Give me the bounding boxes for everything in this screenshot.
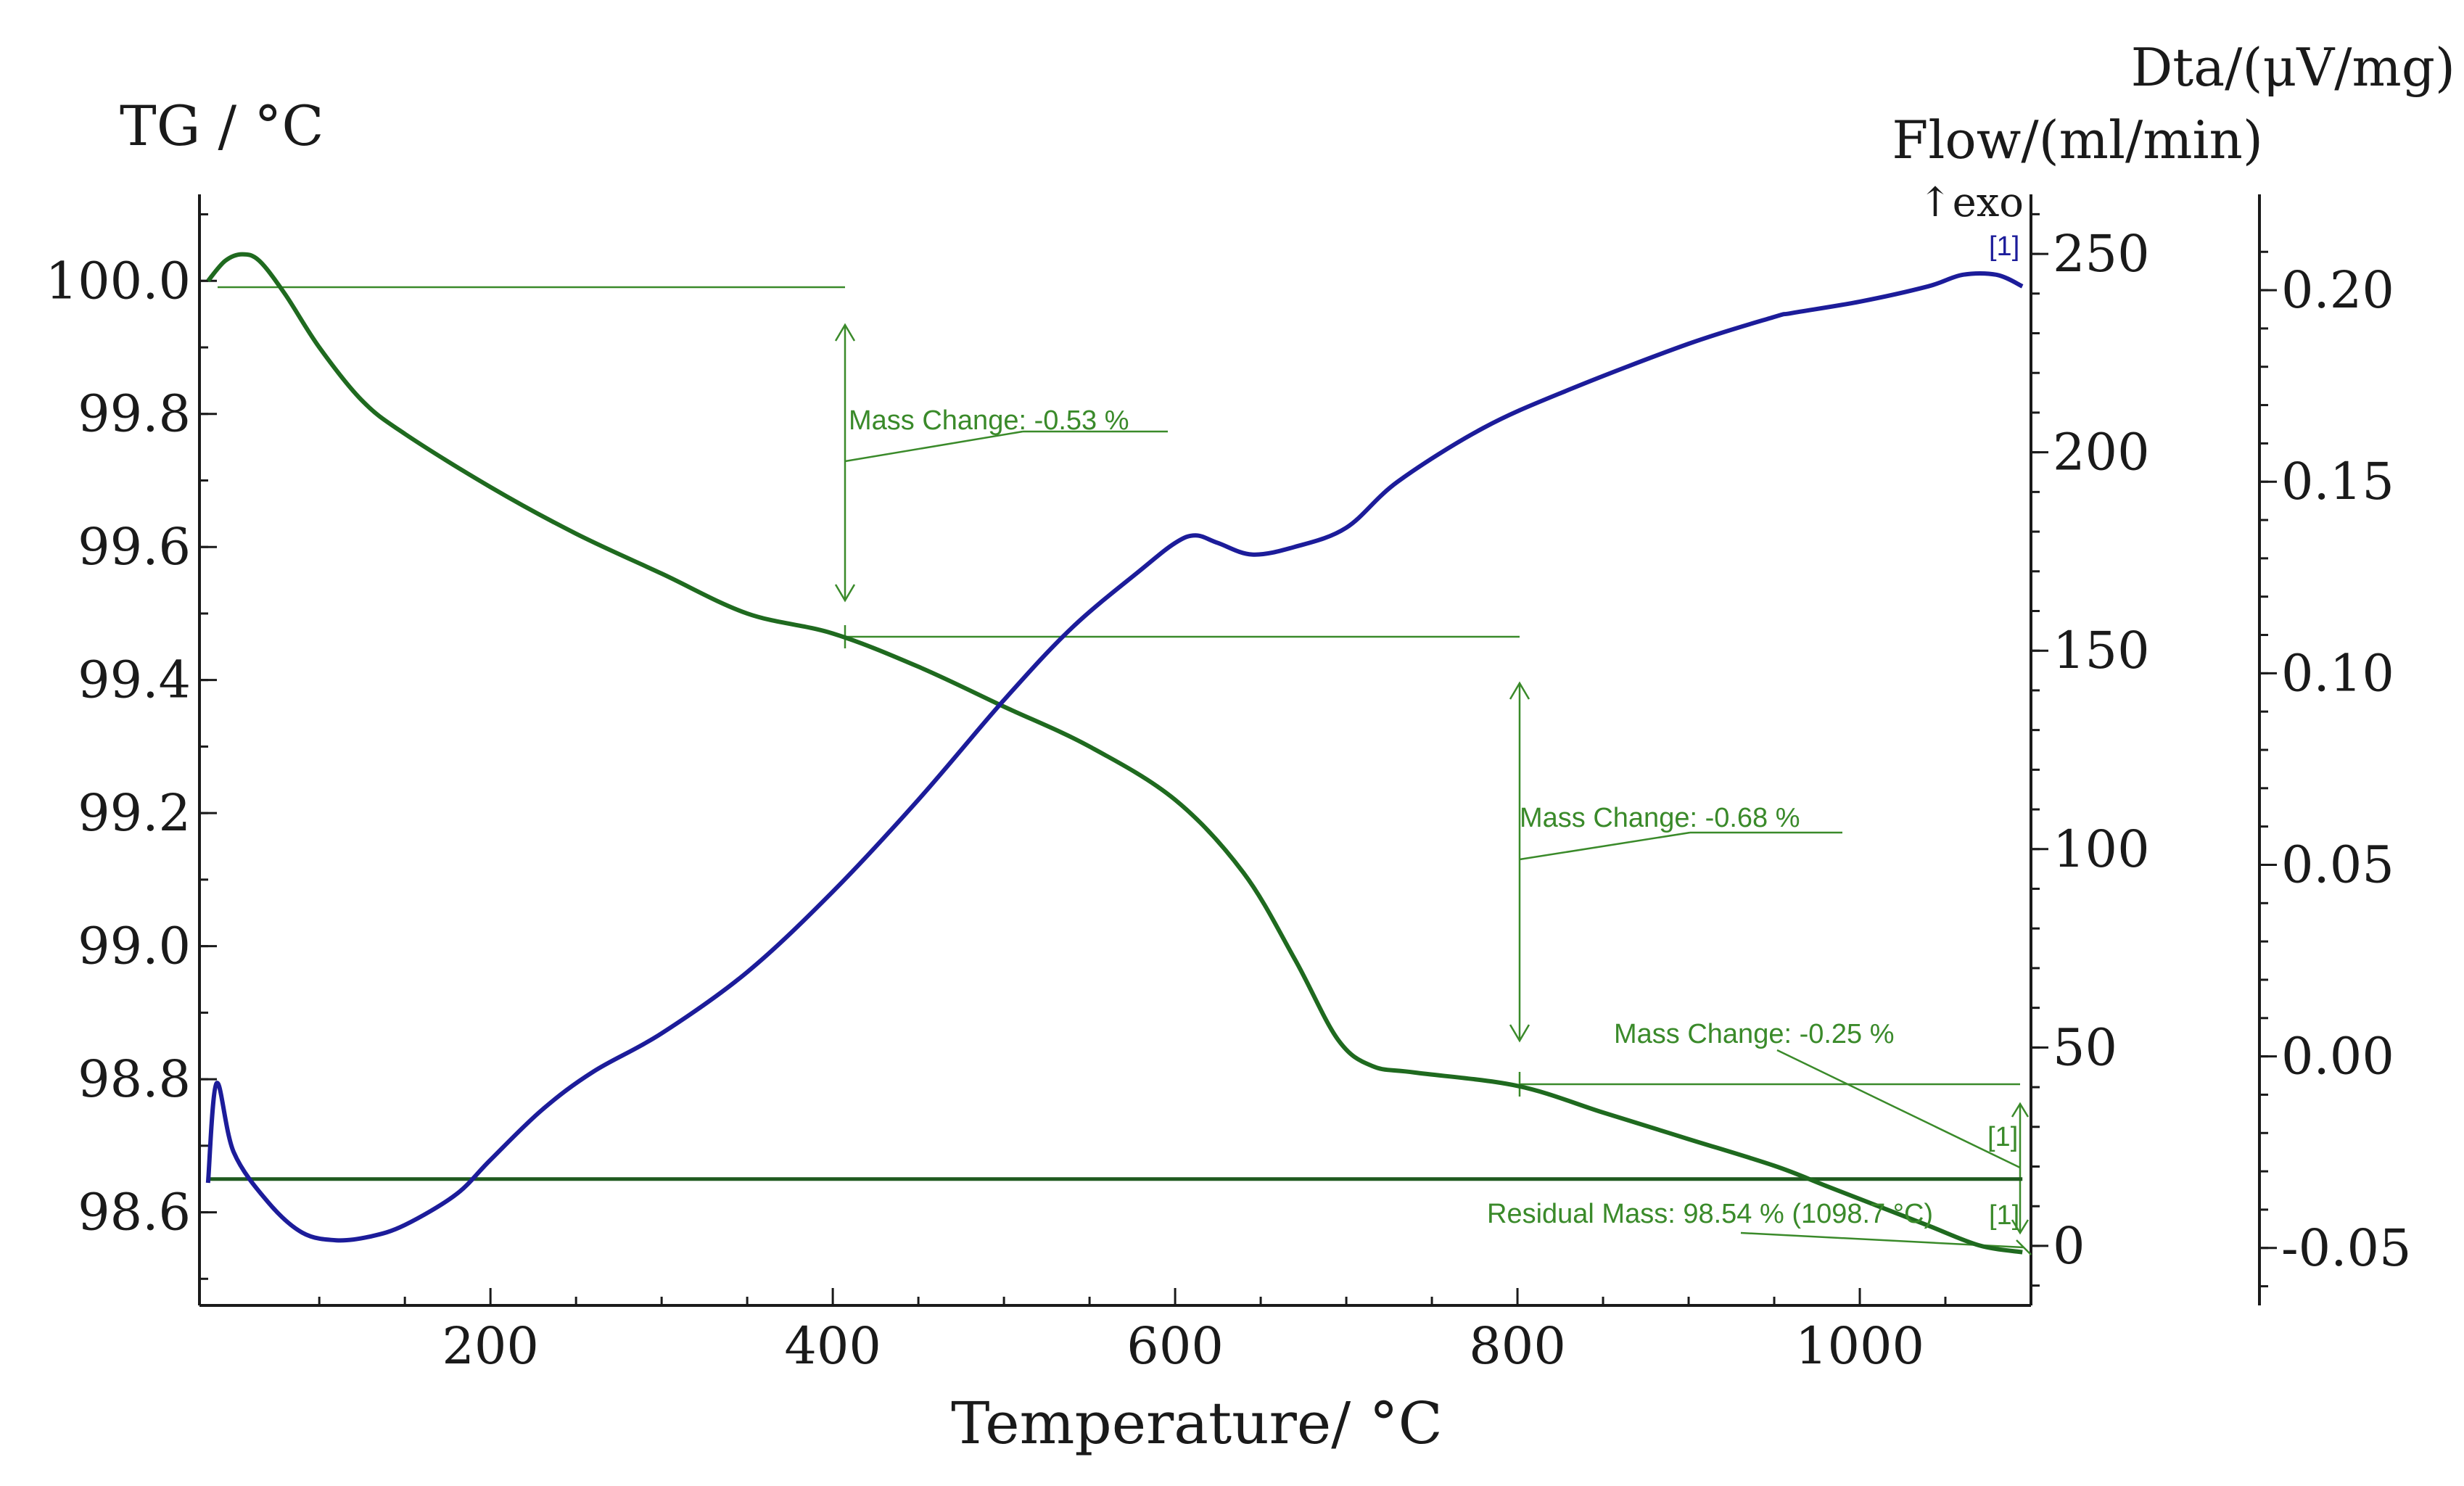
middle-tick-label: 50 — [2053, 1018, 2117, 1077]
marker-label-tg-1: [1] — [1987, 1122, 2018, 1152]
x-tick-label: 600 — [1126, 1316, 1224, 1376]
right-tick-label: -0.05 — [2281, 1218, 2412, 1278]
marker-label-dta: [1] — [1989, 231, 2019, 262]
ann3-leader — [1776, 1049, 2021, 1169]
left-tick-label: 100.0 — [46, 251, 191, 310]
residual-mass-label: Residual Mass: 98.54 % (1098.7 °C) — [1487, 1199, 1933, 1229]
right-tick-label: 0.05 — [2281, 835, 2394, 894]
left-tick-label: 99.0 — [78, 917, 191, 976]
middle-tick-label: 100 — [2053, 820, 2150, 879]
left-axis-title: TG / °C — [120, 94, 324, 158]
left-tick-label: 98.6 — [78, 1183, 191, 1242]
middle-tick-label: 250 — [2053, 224, 2150, 284]
mass-change-1: Mass Change: -0.53 % — [849, 405, 1129, 436]
x-tick-label: 200 — [442, 1316, 539, 1376]
ann2-arrowhead-top — [1509, 681, 1530, 700]
x-tick-label: 400 — [784, 1316, 881, 1376]
left-tick-label: 99.6 — [78, 517, 191, 577]
left-tick-label: 98.8 — [78, 1049, 191, 1109]
x-tick-label: 800 — [1469, 1316, 1566, 1376]
tg-curve — [206, 252, 2023, 1255]
middle-tick-label: 0 — [2053, 1216, 2085, 1276]
right-tick-label: 0.20 — [2281, 260, 2394, 320]
ann3-end-tick — [2016, 1239, 2032, 1255]
dta-curve — [205, 271, 2024, 1243]
right-tick-label: 0.00 — [2281, 1027, 2394, 1086]
ann1-arrowhead-bottom — [834, 584, 856, 603]
ann3-arrowhead-bottom — [2011, 1219, 2030, 1235]
right-tick-label: 0.15 — [2281, 452, 2394, 511]
mass-change-3: Mass Change: -0.25 % — [1614, 1019, 1895, 1049]
middle-axis-title: Flow/(ml/min) — [1892, 110, 2263, 170]
middle-tick-label: 150 — [2053, 621, 2150, 680]
ann1-leader — [844, 430, 1023, 463]
right-tick-label: 0.10 — [2281, 643, 2394, 703]
right-ticks: 0.20 0.15 0.10 0.05 0.00 -0.05 — [2259, 250, 2412, 1288]
exo-label: ↑exo — [1919, 179, 2024, 226]
x-ticks: 200 400 600 800 1000 — [318, 1288, 2032, 1376]
x-tick-label: 1000 — [1795, 1316, 1924, 1376]
ann2-leader — [1519, 831, 1691, 861]
ann1-arrowhead-top — [834, 323, 856, 342]
x-axis-title: Temperature/ °C — [951, 1390, 1443, 1457]
ann2-arrowhead-bottom — [1509, 1024, 1530, 1043]
middle-ticks: 250 200 150 100 50 0 — [2031, 212, 2150, 1287]
middle-tick-label: 200 — [2053, 423, 2150, 482]
marker-label-tg-2: [1] — [1989, 1200, 2019, 1231]
mass-change-2: Mass Change: -0.68 % — [1520, 803, 1800, 833]
left-tick-label: 99.2 — [78, 783, 191, 843]
ann3-arrowhead-top — [2011, 1102, 2030, 1118]
left-tick-label: 99.4 — [78, 651, 191, 710]
right-axis-title: Dta/(μV/mg) — [2131, 37, 2455, 98]
left-ticks: 100.0 99.8 99.6 99.4 99.2 99.0 98.8 98.6 — [46, 213, 217, 1280]
left-tick-label: 99.8 — [78, 384, 191, 444]
